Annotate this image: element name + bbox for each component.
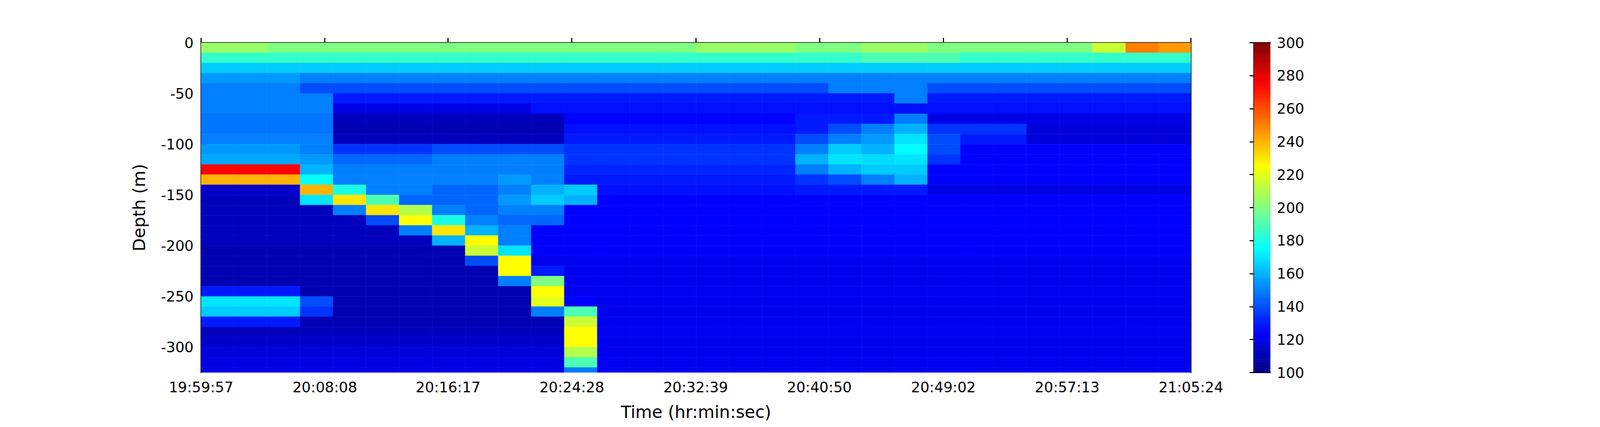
svg-text:20:08:08: 20:08:08: [292, 378, 357, 396]
svg-text:20:57:13: 20:57:13: [1034, 378, 1100, 396]
svg-text:Time (hr:min:sec): Time (hr:min:sec): [620, 401, 772, 422]
svg-text:260: 260: [1276, 100, 1305, 117]
svg-text:19:59:57: 19:59:57: [168, 378, 234, 396]
svg-text:-150: -150: [161, 186, 194, 204]
svg-text:160: 160: [1276, 265, 1305, 282]
svg-text:-300: -300: [161, 338, 194, 356]
svg-text:20:24:28: 20:24:28: [539, 378, 605, 396]
svg-text:-250: -250: [161, 288, 194, 305]
svg-text:280: 280: [1276, 67, 1305, 84]
svg-text:220: 220: [1276, 166, 1305, 183]
svg-text:20:40:50: 20:40:50: [787, 378, 852, 396]
svg-text:Depth (m): Depth (m): [129, 163, 150, 252]
svg-text:-50: -50: [170, 85, 194, 102]
svg-text:300: 300: [1276, 34, 1305, 52]
svg-text:-100: -100: [161, 136, 194, 153]
svg-text:20:32:39: 20:32:39: [663, 378, 728, 396]
svg-text:240: 240: [1276, 133, 1305, 150]
svg-text:180: 180: [1276, 232, 1305, 249]
svg-text:140: 140: [1276, 298, 1305, 315]
svg-text:21:05:24: 21:05:24: [1158, 378, 1223, 396]
svg-text:20:16:17: 20:16:17: [416, 378, 481, 396]
svg-text:-200: -200: [161, 237, 194, 254]
svg-text:20:49:02: 20:49:02: [910, 378, 976, 396]
svg-text:200: 200: [1276, 199, 1305, 216]
svg-text:0: 0: [184, 34, 194, 52]
svg-text:100: 100: [1276, 364, 1305, 381]
svg-text:120: 120: [1276, 331, 1305, 348]
